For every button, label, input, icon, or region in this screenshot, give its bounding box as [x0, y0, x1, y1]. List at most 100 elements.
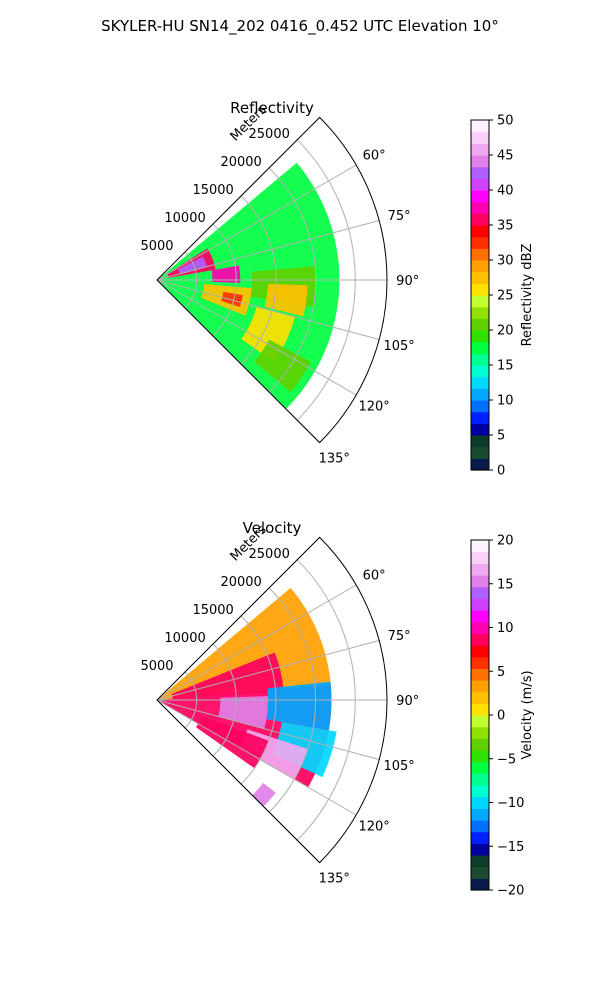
- colorbar-tick-label-5: 5: [497, 665, 505, 680]
- colorbar-tick-label-2: 10: [497, 394, 514, 409]
- colorbar-swatch-16: [471, 271, 489, 284]
- radar-cell-0: [160, 587, 331, 700]
- colorbar-swatch-9: [471, 773, 489, 786]
- colorbar-tick-label-3: −5: [497, 752, 516, 767]
- radar-cell-7: [195, 716, 269, 769]
- colorbar-swatch-22: [471, 621, 489, 634]
- colorbar-swatch-26: [471, 575, 489, 588]
- azimuth-tick-label-1: 75°: [388, 209, 411, 224]
- colorbar-swatch-24: [471, 598, 489, 611]
- colorbar-swatch-29: [471, 540, 489, 553]
- colorbar-tick-label-8: 20: [497, 534, 514, 549]
- colorbar-swatch-10: [471, 341, 489, 354]
- azimuth-spoke-0: [156, 584, 357, 701]
- colorbar-tick-label-4: 20: [497, 324, 514, 339]
- colorbar-swatch-3: [471, 423, 489, 436]
- colorbar-tick-label-2: −10: [497, 796, 524, 811]
- azimuth-tick-label-3: 105°: [383, 339, 414, 354]
- colorbar-tick-label-10: 50: [497, 114, 514, 129]
- radar-cell-3: [218, 696, 269, 729]
- colorbar-swatch-4: [471, 411, 489, 424]
- colorbar-swatch-12: [471, 738, 489, 751]
- colorbar-tick-label-1: −15: [497, 840, 524, 855]
- colorbar-swatch-23: [471, 190, 489, 203]
- colorbar-swatch-7: [471, 376, 489, 389]
- colorbar-tick-label-6: 10: [497, 621, 514, 636]
- colorbar-tick-label-5: 25: [497, 289, 514, 304]
- azimuth-tick-label-2: 90°: [396, 274, 419, 289]
- subplot-title: Reflectivity: [230, 99, 314, 117]
- range-tick-label-1: 10000: [164, 631, 205, 646]
- colorbar-swatch-28: [471, 551, 489, 564]
- colorbar-tick-label-6: 30: [497, 254, 514, 269]
- colorbar-swatch-22: [471, 201, 489, 214]
- colorbar-swatch-13: [471, 306, 489, 319]
- subplot-title: Velocity: [243, 519, 302, 537]
- range-tick-label-3: 20000: [220, 575, 261, 590]
- colorbar-swatch-16: [471, 691, 489, 704]
- colorbar-swatch-5: [471, 400, 489, 413]
- colorbar-swatch-15: [471, 283, 489, 296]
- colorbar-swatch-12: [471, 318, 489, 331]
- radar-cell-9: [254, 339, 312, 393]
- colorbar-swatch-23: [471, 610, 489, 623]
- colorbar-swatch-3: [471, 843, 489, 856]
- azimuth-spoke-4: [156, 279, 357, 396]
- azimuth-tick-label-2: 90°: [396, 694, 419, 709]
- colorbar-swatch-20: [471, 645, 489, 658]
- colorbar-swatch-24: [471, 178, 489, 191]
- colorbar-swatch-8: [471, 785, 489, 798]
- colorbar-swatch-29: [471, 120, 489, 133]
- azimuth-tick-label-4: 120°: [358, 399, 389, 414]
- azimuth-tick-label-5: 135°: [319, 871, 350, 886]
- colorbar-swatch-0: [471, 458, 489, 471]
- colorbar-tick-label-0: −20: [497, 884, 524, 899]
- colorbar-tick-label-1: 5: [497, 429, 505, 444]
- azimuth-spoke-3: [156, 279, 380, 341]
- colorbar-swatch-6: [471, 808, 489, 821]
- colorbar-swatch-6: [471, 388, 489, 401]
- colorbar-swatch-5: [471, 820, 489, 833]
- colorbar-swatch-8: [471, 365, 489, 378]
- colorbar-swatch-28: [471, 131, 489, 144]
- colorbar-swatch-25: [471, 166, 489, 179]
- colorbar-tick-label-9: 45: [497, 149, 514, 164]
- range-tick-label-0: 5000: [140, 659, 173, 674]
- range-tick-label-4: 25000: [249, 127, 290, 142]
- colorbar-swatch-27: [471, 563, 489, 576]
- radar-cell-1: [171, 652, 284, 699]
- azimuth-spoke-1: [156, 639, 380, 701]
- colorbar-swatch-13: [471, 726, 489, 739]
- colorbar-tick-label-7: 15: [497, 577, 514, 592]
- azimuth-tick-label-0: 60°: [363, 149, 386, 164]
- radar-cell-5: [221, 291, 243, 307]
- colorbar-swatch-2: [471, 435, 489, 448]
- colorbar-swatch-25: [471, 586, 489, 599]
- colorbar-swatch-17: [471, 680, 489, 693]
- colorbar-swatch-11: [471, 330, 489, 343]
- azimuth-spoke-4: [156, 699, 357, 816]
- colorbar-swatch-1: [471, 866, 489, 879]
- azimuth-tick-label-5: 135°: [319, 451, 350, 466]
- colorbar-tick-label-7: 35: [497, 219, 514, 234]
- colorbar-swatch-26: [471, 155, 489, 168]
- colorbar-swatch-18: [471, 668, 489, 681]
- radar-cell-0: [159, 162, 340, 409]
- azimuth-spoke-3: [156, 699, 380, 761]
- colorbar-swatch-14: [471, 715, 489, 728]
- colorbar-swatch-21: [471, 633, 489, 646]
- colorbar-swatch-14: [471, 295, 489, 308]
- radar-cell-8: [252, 783, 276, 807]
- range-tick-label-0: 5000: [140, 239, 173, 254]
- radar-cell-2: [178, 256, 207, 274]
- radar-panel-0: Reflectivity500010000150002000025000Mete…: [140, 99, 535, 479]
- range-tick-label-2: 15000: [192, 183, 233, 198]
- colorbar-swatch-11: [471, 750, 489, 763]
- azimuth-tick-label-3: 105°: [383, 759, 414, 774]
- colorbar-tick-label-8: 40: [497, 184, 514, 199]
- colorbar-swatch-2: [471, 855, 489, 868]
- range-tick-label-4: 25000: [249, 547, 290, 562]
- polar-frame: [156, 536, 388, 864]
- colorbar-swatch-1: [471, 446, 489, 459]
